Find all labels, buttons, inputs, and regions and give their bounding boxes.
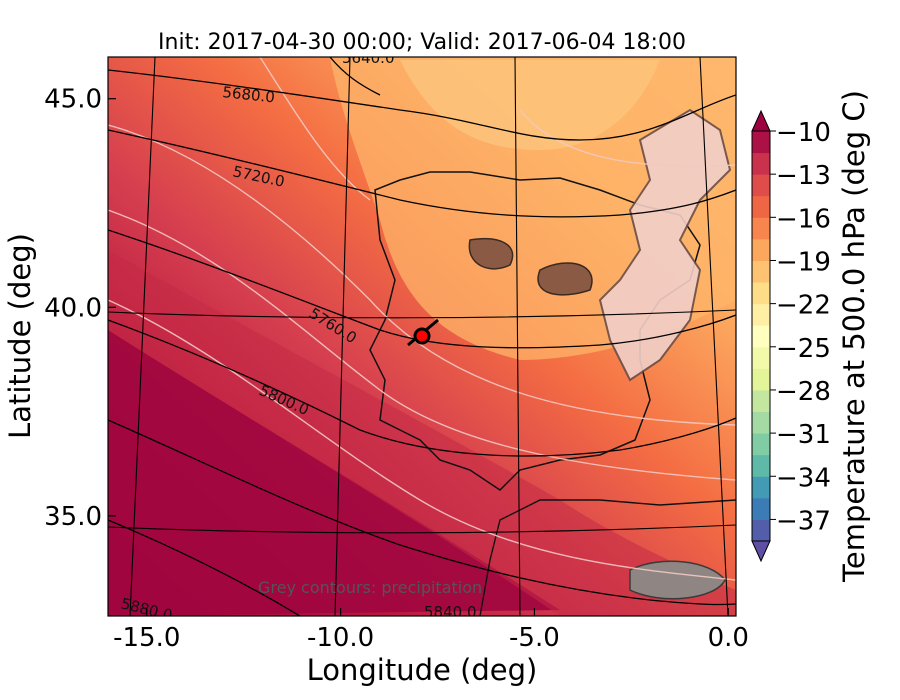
colorbar-bin (752, 260, 770, 283)
y-tick-label: 45.0 (44, 85, 102, 115)
colorbar-extend-min (751, 540, 771, 563)
colorbar-bin (752, 519, 770, 542)
coastline (369, 171, 701, 491)
colorbar-tick-label: −25 (776, 334, 831, 364)
colorbar-tick-label: −34 (776, 463, 831, 493)
contour-label-5640: 5640.0 (342, 49, 395, 67)
colorbar-bin (752, 497, 770, 520)
colorbar-bin (752, 476, 770, 499)
colorbar: −10 −13 −16 −19 −22 −25 −28 −31 −34 −37 (751, 109, 831, 563)
y-tick-label: 35.0 (44, 502, 102, 532)
colorbar-tick-label: −31 (776, 420, 831, 450)
colorbar-bin (752, 325, 770, 348)
colorbar-bin (752, 346, 770, 369)
colorbar-bin (752, 303, 770, 326)
colorbar-bin (752, 238, 770, 261)
colorbar-bin (752, 433, 770, 456)
colorbar-tick-label: −19 (776, 247, 831, 277)
colorbar-bin (752, 152, 770, 175)
coastline-africa (479, 499, 736, 616)
height-contours (108, 57, 736, 616)
contour-label-5840: 5840.0 (424, 603, 477, 621)
colorbar-tick-label: −37 (776, 506, 831, 536)
x-tick-label: -15.0 (113, 623, 180, 653)
x-tick-label: -10.0 (307, 623, 374, 653)
x-axis: -15.0 -10.0 -5.0 0.0 (113, 608, 749, 653)
precipitation-patch (598, 108, 732, 382)
plot-area: 5640.0 5680.0 5720.0 5760.0 5800.0 5840.… (108, 49, 736, 621)
x-tick-label: -5.0 (509, 623, 560, 653)
temperature-band-coolest (400, 60, 660, 150)
colorbar-bin (752, 195, 770, 218)
y-axis: 35.0 40.0 45.0 (44, 85, 116, 532)
colorbar-label: Temperature at 500.0 hPa (deg C) (837, 90, 871, 583)
colorbar-bin (752, 217, 770, 240)
colorbar-frame (751, 130, 771, 542)
colorbar-tick-label: −13 (776, 161, 831, 191)
colorbar-tick-label: −16 (776, 204, 831, 234)
contour-label-5680: 5680.0 (222, 83, 276, 106)
graticule (108, 57, 736, 616)
y-axis-label: Latitude (deg) (3, 233, 37, 439)
precipitation-patch (468, 238, 514, 270)
colorbar-bin (752, 368, 770, 391)
plot-frame (107, 56, 737, 617)
location-marker (413, 327, 431, 345)
colorbar-tick-label: −22 (776, 291, 831, 321)
colorbar-bin (752, 131, 770, 154)
colorbar-tick-label: −10 (776, 118, 831, 148)
colorbar-extend-max (751, 109, 771, 132)
colorbar-bin (752, 454, 770, 477)
colorbar-bin (752, 411, 770, 434)
chart-title: Init: 2017-04-30 00:00; Valid: 2017-06-0… (158, 30, 686, 55)
colorbar-tick-label: −28 (776, 377, 831, 407)
temperature-band-warm (108, 330, 560, 616)
y-tick-label: 40.0 (44, 293, 102, 323)
precipitation-patch (537, 262, 593, 296)
temperature-contours (108, 57, 736, 581)
x-tick-label: 0.0 (708, 623, 749, 653)
precipitation-note: Grey contours: precipitation (258, 578, 482, 597)
temperature-band-mid (108, 250, 736, 616)
colorbar-bin (752, 389, 770, 413)
x-axis-label: Longitude (deg) (307, 653, 538, 687)
colorbar-bin (752, 174, 770, 197)
colorbar-bin (752, 282, 770, 305)
